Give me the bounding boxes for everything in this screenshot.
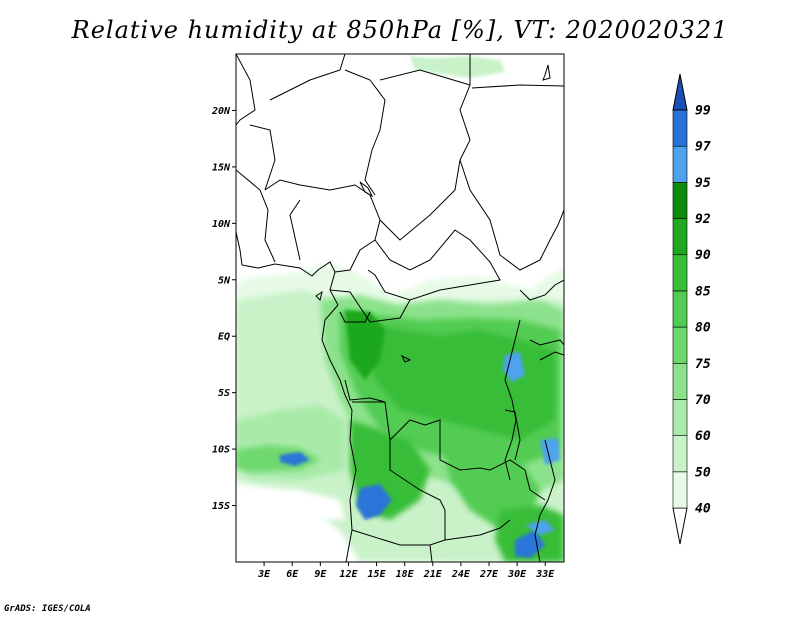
colorbar-label: 70 (695, 393, 711, 408)
colorbar-label: 92 (695, 212, 711, 227)
colorbar: 40 50 60 70 75 80 85 90 92 95 97 99 (672, 73, 711, 545)
colorbar-label: 60 (695, 429, 711, 444)
colorbar-segment (672, 254, 688, 292)
lat-tick-label: 15S (212, 501, 230, 512)
lat-tick-label: 5N (218, 275, 231, 286)
lon-tick-label: 30E (507, 569, 527, 580)
colorbar-label: 50 (695, 465, 711, 480)
map-frame (235, 53, 565, 563)
colorbar-high-cap (672, 73, 688, 111)
lon-tick-label: 21E (423, 569, 443, 580)
colorbar-segment (672, 145, 688, 183)
lat-tick-label: 20N (211, 106, 231, 117)
footer-credit: GrADS: IGES/COLA (4, 604, 91, 614)
colorbar-label: 40 (695, 502, 711, 517)
colorbar-label: 80 (695, 321, 711, 336)
colorbar-label: 95 (695, 176, 711, 191)
colorbar-segment (672, 399, 688, 436)
colorbar-label: 90 (695, 248, 711, 263)
lat-tick-label: 5S (218, 388, 230, 399)
lat-tick-label: 15N (212, 162, 231, 173)
colorbar-segment (672, 218, 688, 256)
lon-tick-label: 18E (396, 569, 415, 580)
colorbar-label: 97 (695, 140, 711, 155)
lon-tick-label: 27E (479, 569, 499, 580)
lon-tick-label: 3E (257, 569, 271, 580)
lon-tick-label: 15E (368, 569, 387, 580)
lon-tick-label: 24E (451, 569, 471, 580)
colorbar-low-cap (672, 507, 688, 545)
longitude-axis: 3E 6E 9E 12E 15E 18E 21E 24E 27E 30E 33E (257, 562, 555, 580)
colorbar-segment (672, 471, 688, 509)
colorbar-label: 85 (695, 284, 711, 299)
lat-tick-label: 10N (212, 219, 231, 230)
humidity-field (236, 56, 564, 562)
colorbar-segment (672, 362, 688, 400)
colorbar-label: 99 (695, 104, 711, 119)
colorbar-segment (672, 290, 688, 328)
lon-tick-label: 12E (339, 569, 358, 580)
colorbar-segment (672, 109, 688, 147)
colorbar-segment (672, 182, 688, 219)
colorbar-segment (672, 326, 688, 364)
map-title: Relative humidity at 850hPa [%], VT: 202… (71, 16, 729, 44)
lon-tick-label: 9E (314, 569, 327, 580)
country-borders (236, 54, 564, 562)
lon-tick-label: 6E (286, 569, 299, 580)
lat-tick-label: EQ (218, 332, 230, 343)
lat-tick-label: 10S (212, 445, 230, 456)
lon-tick-label: 33E (535, 569, 555, 580)
colorbar-label: 75 (695, 357, 711, 372)
latitude-axis: 20N 15N 10N 5N EQ 5S 10S 15S (211, 106, 236, 512)
colorbar-segment (672, 435, 688, 473)
